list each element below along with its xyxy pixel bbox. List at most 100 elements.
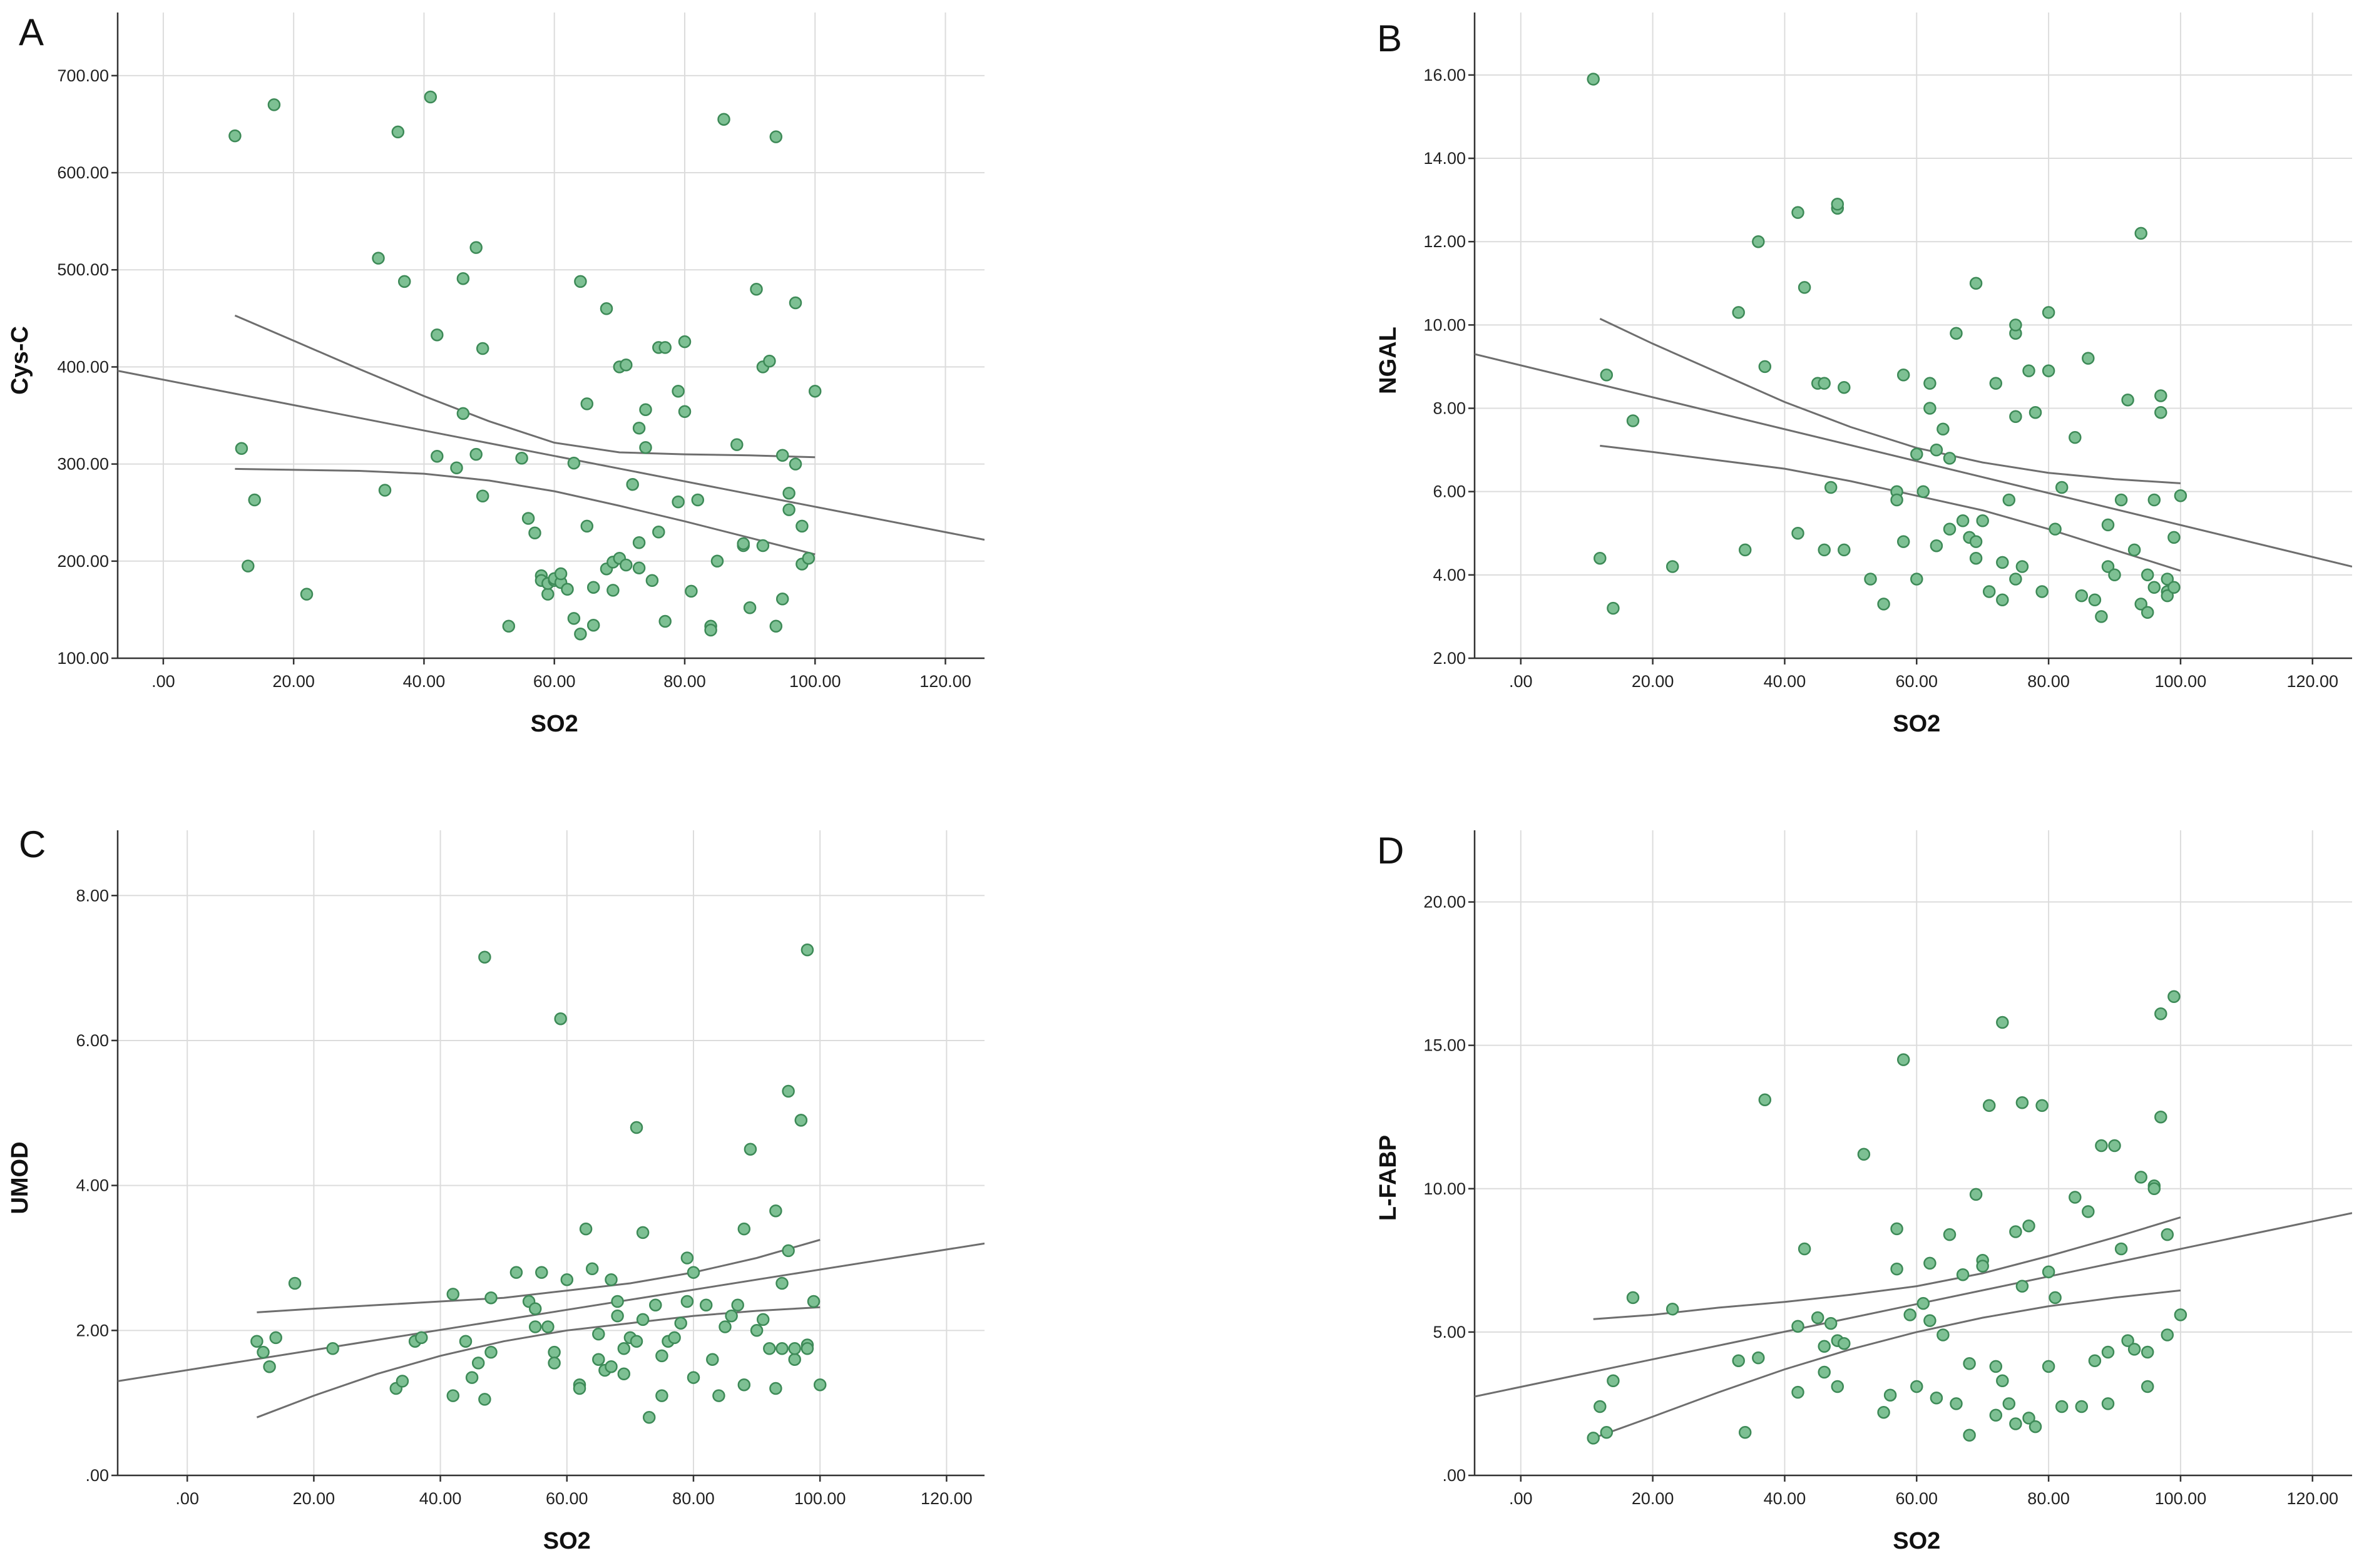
panel-a-point bbox=[574, 275, 587, 288]
panel-d-point bbox=[2049, 1291, 2062, 1305]
panel-d-point bbox=[1818, 1340, 1831, 1353]
panel-c-point bbox=[674, 1316, 687, 1330]
panel-d-point bbox=[1838, 1336, 1851, 1350]
panel-a-point bbox=[431, 449, 444, 463]
panel-b-xtick-label-3: 60.00 bbox=[1895, 672, 1938, 691]
panel-c-xtick-label-4: 80.00 bbox=[672, 1489, 715, 1508]
panel-d-point bbox=[2075, 1400, 2089, 1413]
panel-a-xtick-label-6: 120.00 bbox=[919, 672, 971, 691]
panel-d-point bbox=[2154, 1007, 2167, 1021]
panel-c-letter: C bbox=[19, 823, 46, 865]
panel-d-xtick-label-6: 120.00 bbox=[2286, 1489, 2338, 1508]
panel-a-point bbox=[691, 493, 705, 507]
panel-a-xtick-label-5: 100.00 bbox=[789, 672, 841, 691]
panel-d-point bbox=[2147, 1182, 2161, 1196]
panel-c-point bbox=[446, 1389, 460, 1402]
panel-d-point bbox=[1969, 1188, 1983, 1201]
panel-b-point bbox=[2029, 405, 2042, 419]
panel-b-point bbox=[2167, 581, 2181, 594]
panel-c-point bbox=[415, 1331, 428, 1345]
panel-c: .00 2.00 4.00 6.00 8.00 .00 20.00 40.00 60.00 80.… bbox=[7, 823, 985, 1554]
panel-a-ytick-label-1: 200.00 bbox=[57, 552, 109, 571]
panel-a-point bbox=[750, 283, 763, 296]
panel-b-point bbox=[1824, 481, 1838, 494]
panel-b-point bbox=[2161, 589, 2174, 603]
panel-d-point bbox=[2042, 1265, 2055, 1278]
panel-c-point bbox=[801, 943, 814, 957]
panel-d-point bbox=[1883, 1388, 1897, 1402]
panel-c-point bbox=[687, 1266, 700, 1279]
panel-b-point bbox=[1896, 535, 1910, 548]
panel-a-point bbox=[645, 574, 659, 588]
panel-d-point bbox=[2009, 1417, 2022, 1430]
panel-a-ytick-label-3: 400.00 bbox=[57, 357, 109, 376]
panel-b: 2.00 4.00 6.00 8.00 10.00 12.00 14.00 16.00 .00 2… bbox=[1375, 13, 2352, 737]
panel-c-point bbox=[731, 1298, 744, 1312]
panel-b-ytick-label-4: 10.00 bbox=[1423, 315, 1466, 334]
panel-d-xtick-label-2: 40.00 bbox=[1764, 1489, 1806, 1508]
panel-c-point bbox=[250, 1335, 263, 1348]
panel-a-point bbox=[632, 561, 646, 574]
panel-b-point bbox=[2009, 573, 2022, 586]
panel-a-point bbox=[763, 354, 776, 368]
panel-c-point bbox=[592, 1327, 605, 1341]
panel-c-point bbox=[680, 1295, 694, 1308]
panel-b-point bbox=[2161, 573, 2174, 586]
panel-d-point bbox=[2141, 1345, 2154, 1359]
panel-a-point bbox=[586, 581, 600, 594]
panel-d-point bbox=[1896, 1053, 1910, 1066]
panel-b-point bbox=[1738, 543, 1752, 557]
panel-a-point bbox=[626, 477, 639, 491]
panel-c-xtick-label-3: 60.00 bbox=[546, 1489, 588, 1508]
panel-c-ytick-label-0: .00 bbox=[85, 1466, 109, 1485]
panel-c-point bbox=[782, 1244, 795, 1258]
panel-d-ytick-label-1: 5.00 bbox=[1433, 1323, 1466, 1341]
panel-d-point bbox=[2022, 1412, 2035, 1425]
panel-d-point bbox=[2154, 1110, 2167, 1124]
panel-d-point bbox=[1937, 1328, 1950, 1341]
panel-a-point bbox=[267, 98, 281, 111]
panel-c-point bbox=[592, 1353, 605, 1366]
panel-b-point bbox=[2055, 481, 2069, 494]
panel-b-point bbox=[1969, 277, 1983, 290]
panel-d-point bbox=[2009, 1225, 2022, 1238]
panel-a-point bbox=[756, 539, 770, 552]
panel-b-point bbox=[2154, 405, 2167, 419]
panel-a-point bbox=[737, 537, 750, 551]
panel-b-point bbox=[2082, 352, 2095, 365]
panel-b-ytick-label-5: 12.00 bbox=[1423, 232, 1466, 251]
panel-c-xtick-label-5: 100.00 bbox=[794, 1489, 846, 1508]
panel-c-ytick-label-4: 8.00 bbox=[76, 886, 109, 905]
panel-a-point bbox=[372, 252, 385, 265]
panel-d-point bbox=[1791, 1320, 1804, 1333]
panel-d: .00 5.00 10.00 15.00 20.00 .00 20.00 40.00 60.00… bbox=[1375, 830, 2352, 1554]
panel-a-point bbox=[769, 130, 783, 143]
panel-b-point bbox=[2035, 585, 2049, 598]
panel-a-point bbox=[456, 407, 470, 420]
panel-b-ytick-label-6: 14.00 bbox=[1423, 149, 1466, 168]
panel-b-point bbox=[2141, 606, 2154, 619]
panel-a-point bbox=[554, 567, 568, 581]
panel-a-point bbox=[769, 619, 783, 633]
panel-b-point bbox=[1950, 327, 1963, 340]
panel-d-point bbox=[2002, 1397, 2016, 1410]
panel-a-ytick-label-4: 500.00 bbox=[57, 260, 109, 279]
panel-d-xtick-label-4: 80.00 bbox=[2027, 1489, 2070, 1508]
panel-b-point bbox=[1943, 522, 1957, 536]
panel-d-point bbox=[1996, 1374, 2009, 1388]
panel-a-point bbox=[378, 484, 392, 497]
panel-a-point bbox=[652, 526, 665, 539]
panel-b-point bbox=[1923, 377, 1937, 390]
panel-a-point bbox=[678, 335, 692, 349]
panel-d-point bbox=[1738, 1426, 1752, 1439]
panel-a-point bbox=[528, 526, 541, 540]
panel-c-point bbox=[288, 1276, 302, 1290]
panel-d-point bbox=[2022, 1219, 2035, 1233]
panel-c-point bbox=[807, 1295, 821, 1308]
panel-c-point bbox=[548, 1345, 561, 1359]
panel-c-point bbox=[573, 1382, 586, 1395]
panel-a-point bbox=[808, 384, 822, 398]
panel-a-point bbox=[658, 614, 672, 628]
panel-b-point bbox=[2088, 593, 2102, 607]
panel-b-point bbox=[2154, 389, 2167, 402]
